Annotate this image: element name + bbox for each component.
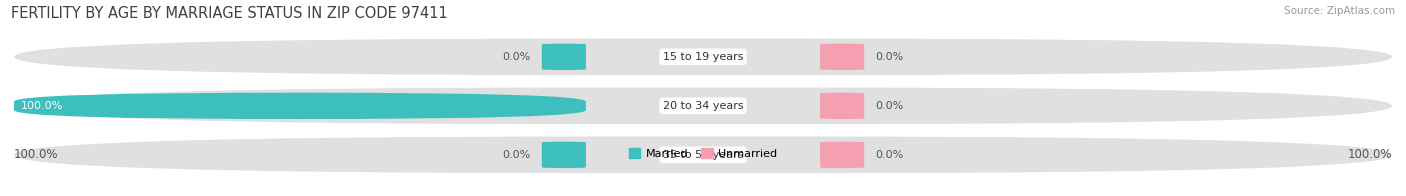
Text: 35 to 50 years: 35 to 50 years	[662, 150, 744, 160]
FancyBboxPatch shape	[14, 39, 1392, 75]
Text: 20 to 34 years: 20 to 34 years	[662, 101, 744, 111]
Text: Source: ZipAtlas.com: Source: ZipAtlas.com	[1284, 6, 1395, 16]
Legend: Married, Unmarried: Married, Unmarried	[624, 144, 782, 164]
FancyBboxPatch shape	[14, 93, 586, 119]
FancyBboxPatch shape	[820, 93, 865, 119]
Text: 100.0%: 100.0%	[1347, 148, 1392, 161]
FancyBboxPatch shape	[820, 142, 865, 168]
FancyBboxPatch shape	[14, 136, 1392, 173]
Text: 100.0%: 100.0%	[14, 148, 59, 161]
FancyBboxPatch shape	[541, 142, 586, 168]
FancyBboxPatch shape	[14, 88, 1392, 124]
Text: 100.0%: 100.0%	[21, 101, 63, 111]
Text: 0.0%: 0.0%	[875, 52, 904, 62]
Text: FERTILITY BY AGE BY MARRIAGE STATUS IN ZIP CODE 97411: FERTILITY BY AGE BY MARRIAGE STATUS IN Z…	[11, 6, 449, 21]
Text: 0.0%: 0.0%	[875, 150, 904, 160]
FancyBboxPatch shape	[820, 44, 865, 70]
Text: 0.0%: 0.0%	[502, 150, 531, 160]
Text: 0.0%: 0.0%	[875, 101, 904, 111]
Text: 0.0%: 0.0%	[502, 52, 531, 62]
FancyBboxPatch shape	[541, 44, 586, 70]
Text: 15 to 19 years: 15 to 19 years	[662, 52, 744, 62]
